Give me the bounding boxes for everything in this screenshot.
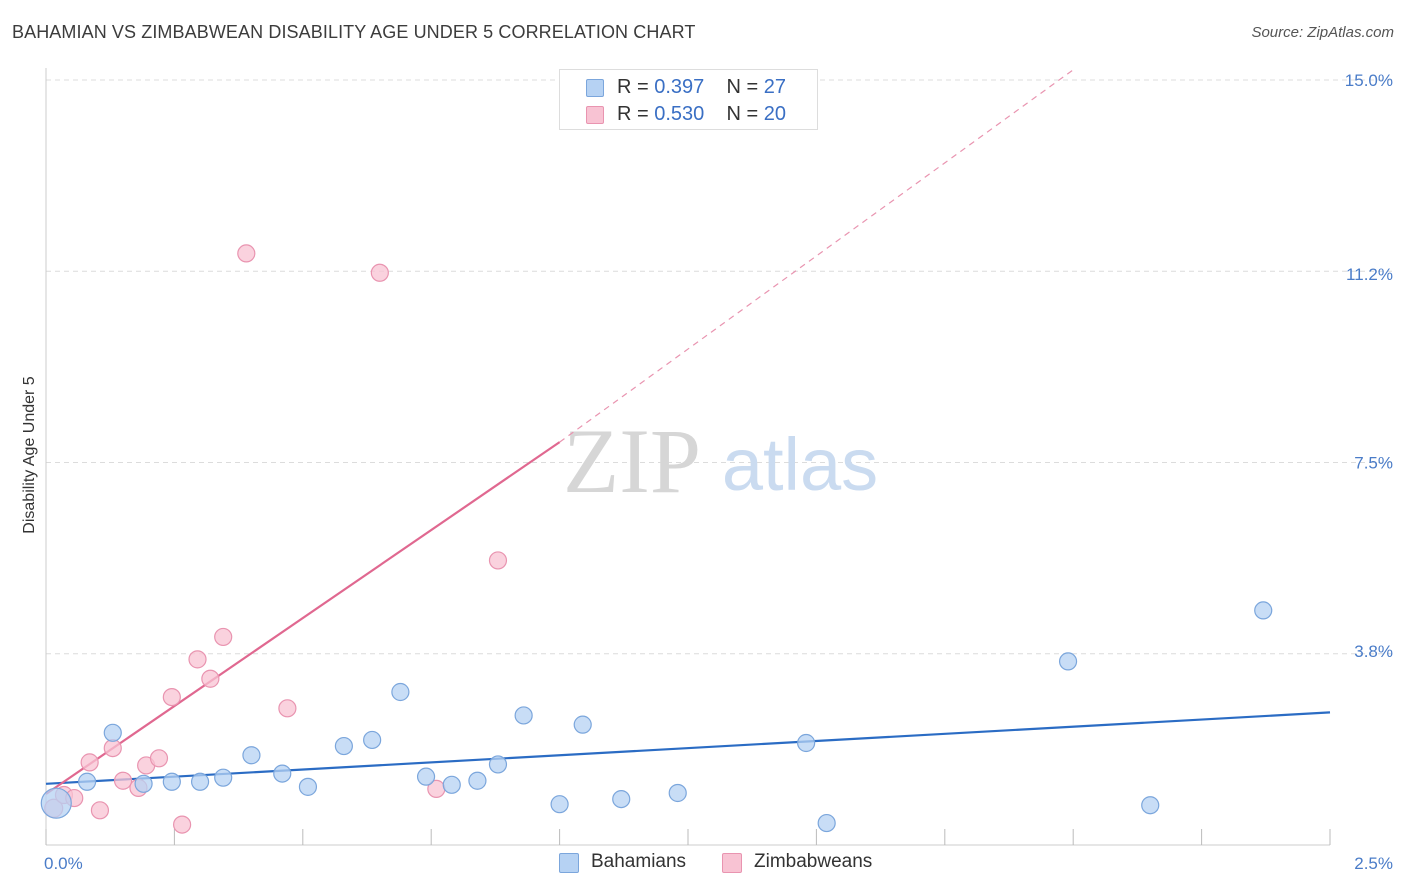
y-tick-label: 7.5% (1354, 454, 1393, 473)
zimbabweans-point (370, 263, 389, 282)
trend-lines (45, 69, 1331, 795)
bahamians-point (273, 764, 292, 783)
bahamians-point (442, 775, 461, 794)
n-label: N = (726, 103, 764, 125)
r-value: 0.397 (654, 76, 705, 98)
zimbabweans-point (214, 627, 233, 647)
data-points (40, 244, 1273, 834)
correlation-legend: R = 0.397 N = 27 R = 0.530 N = 20 (559, 69, 818, 130)
bahamians-point (190, 772, 210, 791)
r-label: R = (617, 76, 655, 98)
watermark-zip: ZIP (563, 410, 701, 512)
zimbabweans-point (90, 801, 110, 820)
blue-swatch (559, 853, 579, 873)
bahamians-point (363, 730, 382, 750)
bahamians-point (77, 772, 97, 791)
bahamians-point (298, 777, 318, 796)
blue-swatch (586, 79, 604, 97)
bahamians-point (40, 787, 72, 819)
bahamians-point (214, 768, 233, 787)
bahamians-point (817, 813, 836, 833)
pink-swatch (722, 853, 742, 873)
bahamians-point (1058, 652, 1078, 671)
bahamians-point (1141, 796, 1160, 815)
r-label: R = (617, 103, 655, 125)
bahamians-point (550, 795, 569, 814)
bahamians-point (103, 723, 122, 742)
r-value: 0.530 (654, 103, 705, 125)
y-tick-label: 11.2% (1346, 265, 1393, 284)
x-tick-label: 2.5% (1354, 854, 1393, 873)
bahamians-point (488, 755, 508, 774)
y-axis-label: Disability Age Under 5 (21, 376, 38, 534)
pink-swatch (586, 106, 604, 124)
bahamians-point (468, 771, 487, 790)
y-tick-label: 3.8% (1354, 642, 1393, 661)
source-label: Source: ZipAtlas.com (1251, 24, 1394, 41)
watermark-atlas: atlas (722, 423, 878, 506)
bahamians-point (162, 772, 181, 791)
bahamians-point (242, 746, 261, 765)
n-label: N = (726, 76, 764, 98)
zimbabweans-point (149, 749, 169, 768)
axes (45, 68, 1331, 846)
zimbabweans-point (237, 244, 256, 263)
legend-label: Zimbabweans (754, 851, 873, 872)
bahamians-point (573, 715, 592, 734)
zimbabweans-point (278, 699, 297, 718)
chart-title: BAHAMIAN VS ZIMBABWEAN DISABILITY AGE UN… (12, 22, 696, 42)
bahamians-point (416, 767, 436, 786)
bahamians-point (668, 783, 687, 803)
zimbabweans-point (188, 650, 207, 669)
bahamians-point (334, 736, 353, 756)
bahamians-point (797, 733, 816, 753)
bahamians-point (514, 706, 533, 725)
gridlines (46, 79, 1395, 655)
zimbabweans-point (201, 669, 220, 688)
bahamians-point (134, 774, 153, 793)
zimbabweans-point (173, 815, 192, 834)
zimbabweans-point (162, 687, 181, 707)
y-tick-label: 15.0% (1345, 71, 1393, 90)
zimbabweans-point (103, 738, 122, 758)
zimbabweans-point (80, 753, 99, 772)
legend-label: Bahamians (591, 851, 687, 872)
n-value: 20 (763, 103, 787, 125)
bahamians-trend-line (45, 711, 1331, 785)
tick-labels: 3.8% 7.5% 11.2% 15.0% 0.0% 2.5% (44, 71, 1393, 873)
n-value: 27 (763, 76, 787, 98)
zimbabweans-point (488, 551, 508, 570)
x-tick-label: 0.0% (44, 854, 83, 873)
zimbabweans-point (113, 771, 133, 790)
zimbabweans-trend-extension (559, 69, 1074, 443)
zimbabweans-trend-line (45, 441, 561, 795)
bahamians-point (1254, 601, 1273, 620)
bahamians-point (391, 682, 410, 702)
bahamians-point (612, 789, 631, 809)
